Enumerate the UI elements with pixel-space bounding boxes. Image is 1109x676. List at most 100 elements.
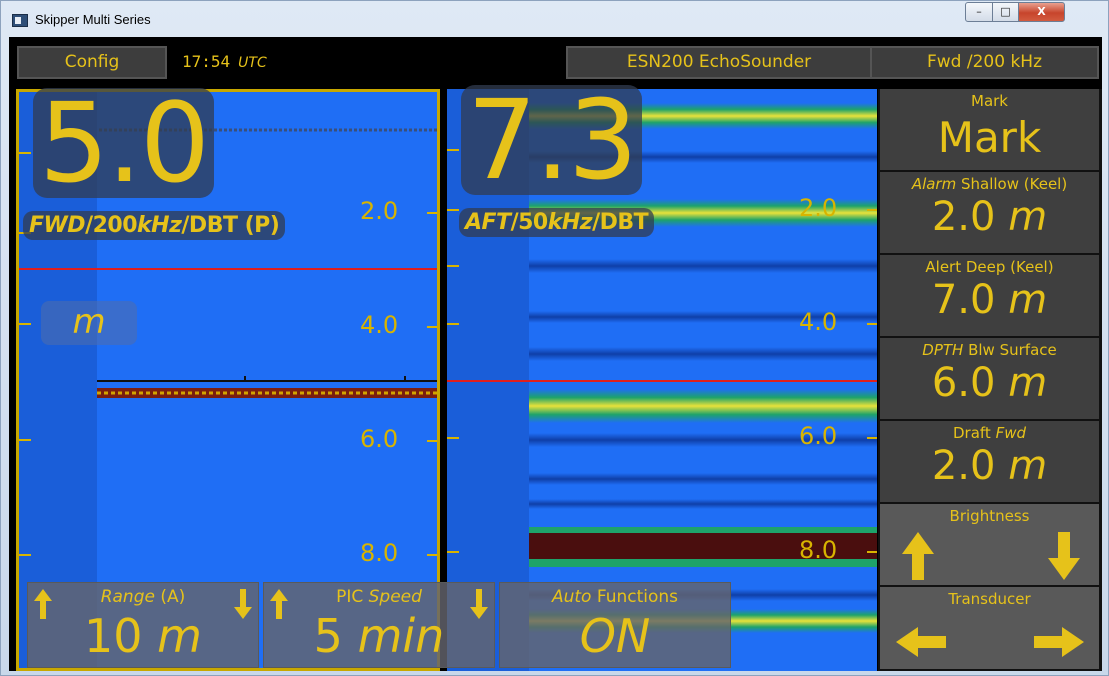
- auto-functions-control[interactable]: Auto Functions ON: [499, 582, 731, 668]
- transducer-control: Transducer: [880, 587, 1099, 671]
- draft-unit: m: [1008, 443, 1048, 489]
- alert-value: 7.0 m: [880, 277, 1099, 323]
- fwd-tick: [427, 440, 437, 442]
- speed-up-arrow-icon[interactable]: [270, 589, 288, 619]
- speed-down-arrow-icon[interactable]: [470, 589, 488, 619]
- alarm-title-em: Alarm: [911, 175, 957, 193]
- fwd-source-freq: /200: [85, 213, 138, 238]
- clock: 17:54 UTC: [182, 52, 267, 71]
- fwd-scale-label: 8.0: [360, 539, 399, 567]
- fwd-depth-readout: 5.0: [33, 88, 214, 198]
- brightness-up-arrow-icon[interactable]: [902, 532, 934, 584]
- fwd-scale-label: 6.0: [360, 425, 399, 453]
- minimize-button[interactable]: –: [965, 2, 993, 22]
- alarm-shallow-setting[interactable]: Alarm Shallow (Keel) 2.0 m: [880, 172, 1099, 255]
- auto-state: ON: [579, 609, 651, 663]
- range-number: 10: [84, 609, 143, 663]
- app-icon: [12, 14, 28, 27]
- brightness-down-arrow-icon[interactable]: [1048, 532, 1080, 584]
- range-unit: m: [157, 609, 202, 663]
- dpth-value: 6.0 m: [880, 360, 1099, 406]
- config-button[interactable]: Config: [17, 46, 167, 79]
- pic-title-em: Speed: [368, 587, 422, 607]
- brightness-title: Brightness: [949, 507, 1030, 525]
- range-title-text: Range: [100, 587, 155, 607]
- clock-time: 17:54: [182, 52, 231, 71]
- alarm-unit: m: [1008, 194, 1048, 240]
- fwd-source-type: /DBT (P): [181, 213, 280, 238]
- alarm-title-text: Shallow (Keel): [961, 175, 1068, 193]
- fwd-tick: [427, 554, 437, 556]
- fwd-source-unit: kHz: [137, 213, 182, 238]
- range-up-arrow-icon[interactable]: [34, 589, 52, 619]
- alert-unit: m: [1008, 277, 1048, 323]
- aft-tick: [447, 323, 459, 325]
- fwd-source-side: FWD: [29, 213, 86, 238]
- range-title-suffix: (A): [160, 587, 186, 607]
- fwd-alarm-line: [19, 268, 437, 270]
- aft-scale-label: 2.0: [799, 194, 838, 222]
- window-title: Skipper Multi Series: [35, 12, 151, 27]
- draft-setting[interactable]: Draft Fwd 2.0 m: [880, 421, 1099, 504]
- settings-sidebar: Mark Mark Alarm Shallow (Keel) 2.0 m Ale…: [878, 89, 1102, 671]
- close-button[interactable]: X: [1018, 2, 1065, 22]
- aft-tick: [867, 551, 877, 553]
- device-button[interactable]: ESN200 EchoSounder: [566, 46, 872, 79]
- fwd-echogram-panel[interactable]: 2.0 4.0 6.0 8.0 5.0 FWD/200kHz/DBT (P) m: [16, 88, 440, 671]
- pic-number: 5: [313, 609, 343, 663]
- aft-echogram-panel[interactable]: 2.0 4.0 6.0 8.0 7.3 AFT/50kHz/DBT: [447, 85, 877, 671]
- fwd-tick: [19, 152, 31, 154]
- channel-button[interactable]: Fwd /200 kHz: [872, 46, 1099, 79]
- mark-button[interactable]: Mark Mark: [880, 89, 1099, 172]
- fwd-scale-label: 2.0: [360, 197, 399, 225]
- range-down-arrow-icon[interactable]: [234, 589, 252, 619]
- maximize-button[interactable]: □: [992, 2, 1019, 22]
- draft-title: Draft Fwd: [880, 424, 1099, 442]
- fwd-scale-label: 4.0: [360, 311, 399, 339]
- alarm-title: Alarm Shallow (Keel): [880, 175, 1099, 193]
- draft-number: 2.0: [931, 443, 996, 489]
- aft-source-label: AFT/50kHz/DBT: [459, 208, 655, 237]
- range-title: Range (A): [28, 587, 258, 607]
- aft-tick: [867, 437, 877, 439]
- dpth-title-em: DPTH: [922, 341, 964, 359]
- aft-tick: [447, 265, 459, 267]
- pic-title-text: PIC: [336, 587, 364, 607]
- brightness-control: Brightness: [880, 504, 1099, 587]
- title-bar: Skipper Multi Series – □ X: [1, 1, 1108, 37]
- dpth-title: DPTH Blw Surface: [880, 341, 1099, 359]
- transducer-title: Transducer: [948, 590, 1031, 608]
- dpth-surface-setting[interactable]: DPTH Blw Surface 6.0 m: [880, 338, 1099, 421]
- fwd-tick: [427, 326, 437, 328]
- aft-tick: [867, 209, 877, 211]
- auto-title-em: Auto: [551, 587, 592, 607]
- alert-title: Alert Deep (Keel): [925, 258, 1054, 276]
- pic-speed-value: 5 min: [264, 609, 494, 663]
- range-control[interactable]: Range (A) 10 m: [27, 582, 259, 668]
- aft-source-unit: kHz: [547, 210, 593, 235]
- dpth-title-text: Blw Surface: [968, 341, 1057, 359]
- alarm-value: 2.0 m: [880, 194, 1099, 240]
- aft-source-freq: /50: [510, 210, 549, 235]
- transducer-right-arrow-icon[interactable]: [1034, 627, 1084, 661]
- pic-unit: min: [357, 609, 445, 663]
- range-value: 10 m: [28, 609, 258, 663]
- client-area: Config 17:54 UTC ESN200 EchoSounder Fwd /…: [9, 37, 1102, 671]
- header-bar: Config 17:54 UTC ESN200 EchoSounder Fwd /…: [9, 37, 1102, 87]
- aft-scale-label: 8.0: [799, 536, 838, 564]
- auto-title: Auto Functions: [500, 587, 730, 607]
- alert-deep-setting[interactable]: Alert Deep (Keel) 7.0 m: [880, 255, 1099, 338]
- aft-tick: [447, 149, 459, 151]
- mark-value: Mark: [937, 113, 1042, 162]
- transducer-left-arrow-icon[interactable]: [896, 627, 946, 661]
- aft-source-type: /DBT: [592, 210, 649, 235]
- dpth-unit: m: [1008, 360, 1048, 406]
- mark-title: Mark: [971, 92, 1008, 110]
- aft-scale-label: 4.0: [799, 308, 838, 336]
- aft-alarm-line: [447, 380, 877, 382]
- fwd-tick: [19, 439, 31, 441]
- pic-speed-control[interactable]: PIC Speed 5 min: [263, 582, 495, 668]
- fwd-tick: [19, 554, 31, 556]
- aft-scale-label: 6.0: [799, 422, 838, 450]
